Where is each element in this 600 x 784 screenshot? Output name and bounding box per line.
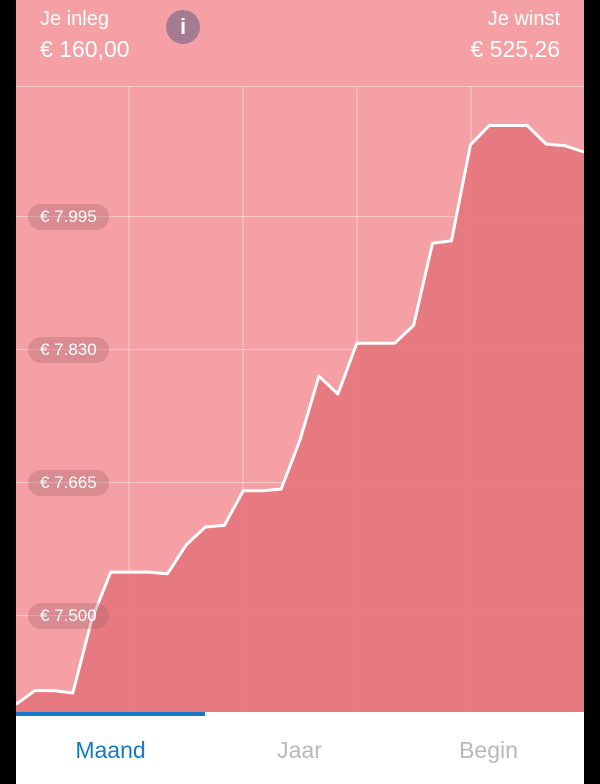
period-tabs: Maand Jaar Begin bbox=[16, 712, 584, 784]
y-tick-label: € 7.665 bbox=[28, 469, 109, 496]
header: Je inleg € 160,00 i Je winst € 525,26 bbox=[16, 0, 584, 86]
tab-jaar[interactable]: Jaar bbox=[277, 736, 322, 763]
chart-area-fill bbox=[16, 125, 584, 714]
tab-begin[interactable]: Begin bbox=[459, 736, 518, 763]
inleg-value: € 160,00 bbox=[40, 36, 130, 62]
y-tick-label: € 7.995 bbox=[28, 203, 109, 230]
inleg-label: Je inleg bbox=[40, 8, 109, 30]
chart-svg bbox=[16, 86, 584, 714]
tab-maand[interactable]: Maand bbox=[75, 736, 146, 763]
y-tick-label: € 7.830 bbox=[28, 336, 109, 363]
winst-stat: Je winst € 525,26 bbox=[470, 6, 560, 64]
active-tab-indicator bbox=[16, 712, 205, 716]
winst-label: Je winst bbox=[487, 8, 560, 30]
winst-value: € 525,26 bbox=[470, 36, 560, 62]
y-tick-label: € 7.500 bbox=[28, 602, 109, 629]
chart-series-line bbox=[16, 124, 584, 706]
app-screen: Je inleg € 160,00 i Je winst € 525,26 € … bbox=[16, 0, 584, 784]
inleg-stat: Je inleg € 160,00 bbox=[40, 6, 130, 64]
value-chart[interactable]: € 7.995 € 7.830 € 7.665 € 7.500 bbox=[16, 86, 584, 714]
info-icon[interactable]: i bbox=[166, 10, 200, 44]
